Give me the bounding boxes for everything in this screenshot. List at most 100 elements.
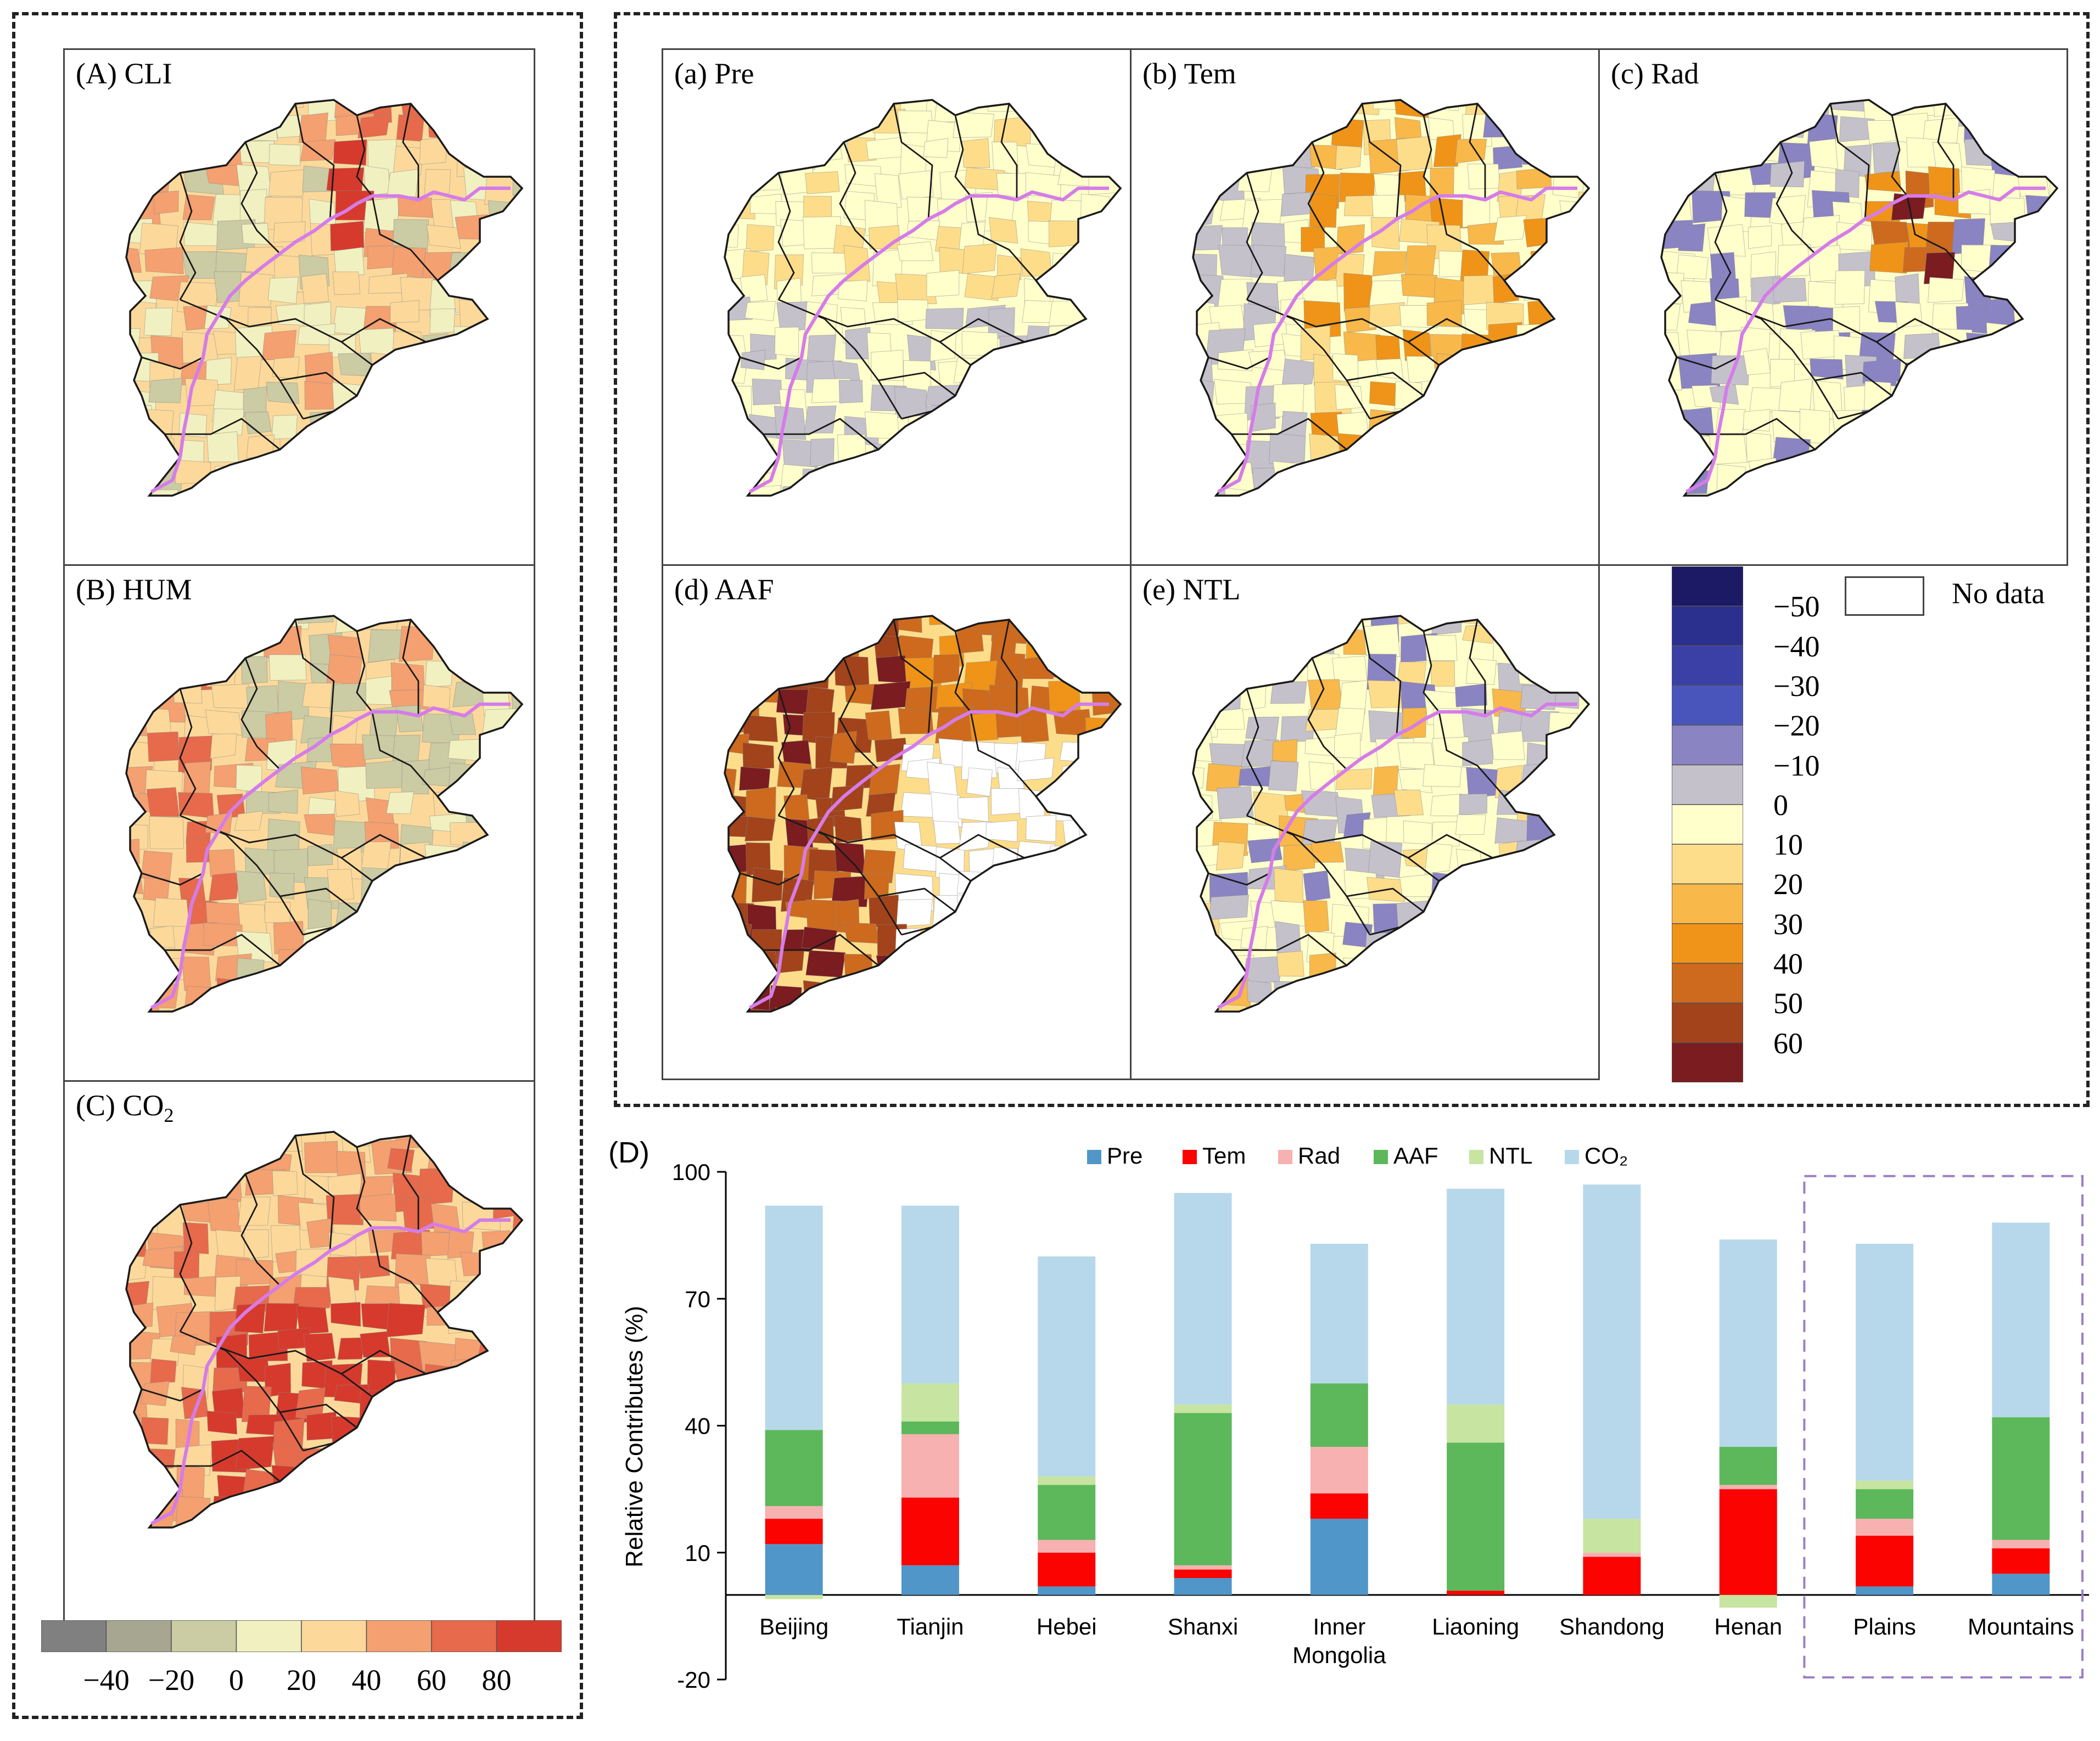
right-colorbar-tick: −10 — [1773, 749, 1820, 782]
bar-co2 — [1856, 1244, 1914, 1481]
nodata-label: No data — [1952, 577, 2045, 610]
bar-co2 — [1310, 1244, 1368, 1384]
map-panel-hum: (B) HUM — [63, 564, 535, 1083]
bar-co2 — [901, 1205, 959, 1384]
bar-pre — [1992, 1574, 2050, 1595]
map-pre — [724, 99, 1122, 497]
map-label-title: CO — [122, 1089, 164, 1122]
bar-co2 — [1719, 1239, 1777, 1447]
left-frame — [12, 12, 583, 1719]
bar-co2 — [1038, 1256, 1096, 1476]
bar-co2 — [765, 1205, 823, 1430]
right-colorbar — [1672, 566, 1743, 1082]
x-tick-label: Tianjin — [897, 1614, 964, 1639]
bar-aaf — [1174, 1413, 1232, 1565]
map-panel-aaf: (d) AAF — [662, 564, 1132, 1080]
bar-ntl — [1583, 1519, 1641, 1553]
legend-swatch — [1183, 1150, 1197, 1164]
x-tick-label: Plains — [1853, 1614, 1916, 1639]
left-colorbar-tick: 20 — [287, 1664, 316, 1697]
map-label-prefix: (A) — [76, 57, 125, 90]
right-colorbar-tick: −40 — [1773, 630, 1820, 663]
bar-tem — [765, 1519, 823, 1545]
map-tem — [1192, 99, 1591, 497]
bar-pre — [1174, 1578, 1232, 1595]
right-colorbar-tick: 60 — [1773, 1026, 1803, 1060]
bar-rad — [1310, 1447, 1368, 1493]
right-colorbar-tick: 20 — [1773, 868, 1803, 901]
right-colorbar-tick: 10 — [1773, 828, 1803, 862]
bar-co2 — [1992, 1222, 2050, 1418]
right-colorbar-swatch — [1672, 566, 1743, 607]
right-colorbar-tick: 0 — [1773, 788, 1788, 822]
bar-tem — [1719, 1489, 1777, 1595]
x-tick-label: Shanxi — [1168, 1614, 1238, 1639]
y-tick-label: 70 — [685, 1286, 710, 1312]
legend-swatch — [1278, 1150, 1292, 1164]
bar-tem — [1856, 1535, 1914, 1587]
bar-tem — [901, 1497, 959, 1565]
bar-aaf — [1038, 1485, 1096, 1540]
bar-tem — [1992, 1548, 2050, 1574]
right-colorbar-swatch — [1672, 685, 1743, 726]
right-colorbar-swatch — [1672, 725, 1743, 766]
left-colorbar-svg — [41, 1620, 562, 1653]
map-label-pre: (a) Pre — [674, 57, 754, 90]
map-label-cli: (A) CLI — [76, 57, 172, 91]
bar-aaf — [765, 1430, 823, 1506]
map-cli — [125, 99, 524, 497]
map-panel-co2: (C) CO2 — [63, 1080, 535, 1629]
bar-tem — [1447, 1591, 1505, 1595]
legend-label: Rad — [1298, 1143, 1340, 1169]
right-colorbar-swatch — [1672, 1042, 1743, 1082]
right-colorbar-tick: −20 — [1773, 709, 1820, 743]
left-colorbar-tick: 40 — [351, 1664, 382, 1697]
bar-ntl — [901, 1383, 959, 1422]
x-tick-label: Beijing — [759, 1614, 828, 1639]
map-panel-cli: (A) CLI — [63, 48, 535, 567]
x-tick-label: Mountains — [1968, 1614, 2074, 1639]
bar-rad — [901, 1434, 959, 1498]
map-panel-ntl: (e) NTL — [1130, 564, 1600, 1080]
bar-aaf — [1856, 1489, 1914, 1519]
map-label-prefix: (B) — [76, 573, 123, 606]
right-colorbar-tick: 50 — [1773, 987, 1803, 1020]
right-colorbar-swatch — [1672, 764, 1743, 805]
bar-rad — [1583, 1552, 1641, 1557]
right-colorbar-swatch — [1672, 923, 1743, 964]
bar-rad — [765, 1506, 823, 1519]
bar-ntl — [1447, 1404, 1505, 1443]
y-tick-label: 10 — [685, 1540, 710, 1566]
right-colorbar-swatch — [1672, 645, 1743, 686]
bar-pre — [1038, 1586, 1096, 1595]
bar-aaf — [1310, 1383, 1368, 1447]
map-label-tem: (b) Tem — [1143, 57, 1236, 90]
map-aaf — [724, 615, 1122, 1013]
legend-swatch — [1087, 1150, 1101, 1164]
x-tick-label: Shandong — [1559, 1614, 1665, 1639]
bar-rad — [1174, 1565, 1232, 1570]
right-colorbar-tick: −50 — [1773, 590, 1820, 624]
x-tick-label: Inner — [1313, 1614, 1365, 1639]
nodata-box — [1845, 576, 1924, 616]
map-co2 — [125, 1131, 524, 1529]
bar-ntl — [1856, 1480, 1914, 1490]
bar-rad — [1992, 1540, 2050, 1549]
y-tick-label: 100 — [672, 1159, 710, 1185]
left-colorbar-swatch — [366, 1620, 432, 1653]
bar-pre — [1310, 1519, 1368, 1595]
right-colorbar-tick: −30 — [1773, 669, 1820, 703]
right-colorbar-swatch — [1672, 963, 1743, 1004]
highlight-box — [1803, 1175, 2084, 1679]
bar-aaf — [1719, 1447, 1777, 1485]
bar-rad — [1038, 1540, 1096, 1553]
map-label-title: CLI — [124, 57, 172, 90]
left-colorbar-tick: 60 — [417, 1664, 446, 1697]
left-colorbar-swatch — [301, 1620, 367, 1653]
legend-label: Tem — [1202, 1143, 1246, 1169]
bar-co2 — [1447, 1188, 1505, 1405]
left-colorbar-tick: 0 — [229, 1664, 244, 1697]
left-colorbar-tick: −20 — [148, 1664, 195, 1697]
bar-ntl — [765, 1594, 823, 1599]
x-tick-label: Hebei — [1037, 1614, 1097, 1639]
